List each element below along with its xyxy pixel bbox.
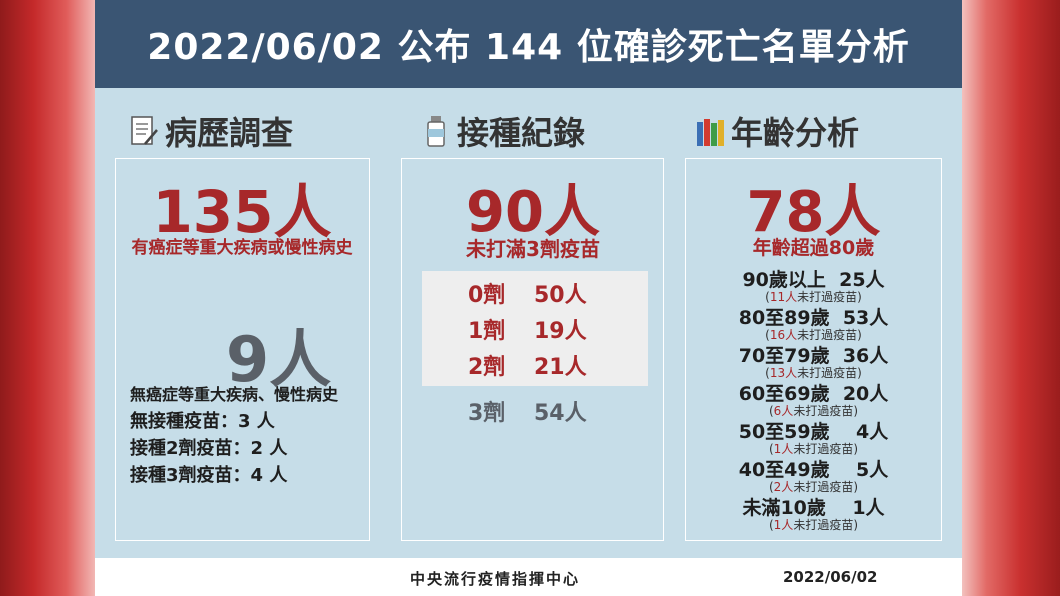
age-note-0: (11人未打過疫苗) bbox=[765, 290, 862, 304]
age-group-0: 90歲以上 25人 bbox=[742, 269, 885, 291]
dose-row-2: 2劑 21人 bbox=[468, 355, 587, 380]
vaccine-title-text: 接種紀錄 bbox=[457, 114, 586, 152]
dose-row-1: 1劑 19人 bbox=[468, 319, 587, 344]
footer-bar: 中央流行疫情指揮中心 2022/06/02 bbox=[95, 558, 962, 596]
history-second-desc: 無癌症等重大疾病、慢性病史 bbox=[130, 385, 339, 404]
age-note-5: (2人未打過疫苗) bbox=[768, 480, 859, 494]
age-group-3: 60至69歲 20人 bbox=[738, 383, 889, 405]
age-note-1: (16人未打過疫苗) bbox=[765, 328, 862, 342]
history-panel: 135人 有癌症等重大疾病或慢性病史 9人 無癌症等重大疾病、慢性病史 無接種疫… bbox=[115, 158, 370, 541]
dose-row-0: 0劑 50人 bbox=[468, 283, 587, 308]
vaccine-main-desc: 未打滿3劑疫苗 bbox=[466, 237, 600, 261]
age-note-6: (1人未打過疫苗) bbox=[768, 518, 859, 532]
age-group-2: 70至79歲 36人 bbox=[738, 345, 889, 367]
background-left bbox=[0, 0, 95, 596]
header-bar: 2022/06/02 公布 144 位確診死亡名單分析 bbox=[95, 0, 962, 88]
footer-source: 中央流行疫情指揮中心 bbox=[410, 570, 581, 588]
age-group-1: 80至89歲 53人 bbox=[738, 307, 889, 329]
age-panel: 78人 年齡超過80歲 90歲以上 25人 (11人未打過疫苗) 80至89歲 … bbox=[685, 158, 942, 541]
background-right bbox=[962, 0, 1060, 596]
vaccine-main-count: 90人 bbox=[466, 180, 600, 245]
history-line-3: 接種3劑疫苗：4 人 bbox=[130, 465, 288, 486]
age-note-3: (6人未打過疫苗) bbox=[768, 404, 859, 418]
age-title: 年齡分析 bbox=[695, 108, 859, 154]
age-group-6: 未滿10歲 1人 bbox=[742, 497, 885, 519]
dose-row-3: 3劑 54人 bbox=[468, 401, 587, 426]
age-title-text: 年齡分析 bbox=[731, 114, 860, 152]
footer-date: 2022/06/02 bbox=[783, 568, 878, 586]
vaccine-title: 接種紀錄 bbox=[421, 108, 585, 154]
history-title: 病歷調查 bbox=[129, 108, 293, 154]
history-line-2: 接種2劑疫苗：2 人 bbox=[130, 438, 288, 459]
age-note-4: (1人未打過疫苗) bbox=[768, 442, 859, 456]
vaccine-bottle-icon bbox=[421, 114, 451, 148]
document-icon bbox=[129, 114, 159, 148]
age-main-count: 78人 bbox=[746, 180, 881, 245]
history-line-1: 無接種疫苗：3 人 bbox=[130, 411, 275, 432]
history-second-count: 9人 bbox=[226, 323, 332, 396]
history-title-text: 病歷調查 bbox=[165, 114, 294, 152]
history-main-desc: 有癌症等重大疾病或慢性病史 bbox=[131, 238, 353, 258]
infographic-card: 2022/06/02 公布 144 位確診死亡名單分析 病歷調查 接種紀錄 bbox=[95, 0, 962, 596]
age-main-desc: 年齡超過80歲 bbox=[752, 237, 875, 259]
age-group-4: 50至59歲 4人 bbox=[738, 421, 889, 443]
vaccine-panel: 90人 未打滿3劑疫苗 0劑 50人 1劑 19人 2劑 21人 3劑 54人 bbox=[401, 158, 664, 541]
page-title: 2022/06/02 公布 144 位確診死亡名單分析 bbox=[147, 27, 910, 68]
dose-highlight-box: 0劑 50人 1劑 19人 2劑 21人 bbox=[422, 271, 648, 386]
age-group-5: 40至49歲 5人 bbox=[738, 459, 889, 481]
history-main-count: 135人 bbox=[152, 178, 332, 246]
age-note-2: (13人未打過疫苗) bbox=[765, 366, 862, 380]
books-icon bbox=[695, 114, 725, 148]
